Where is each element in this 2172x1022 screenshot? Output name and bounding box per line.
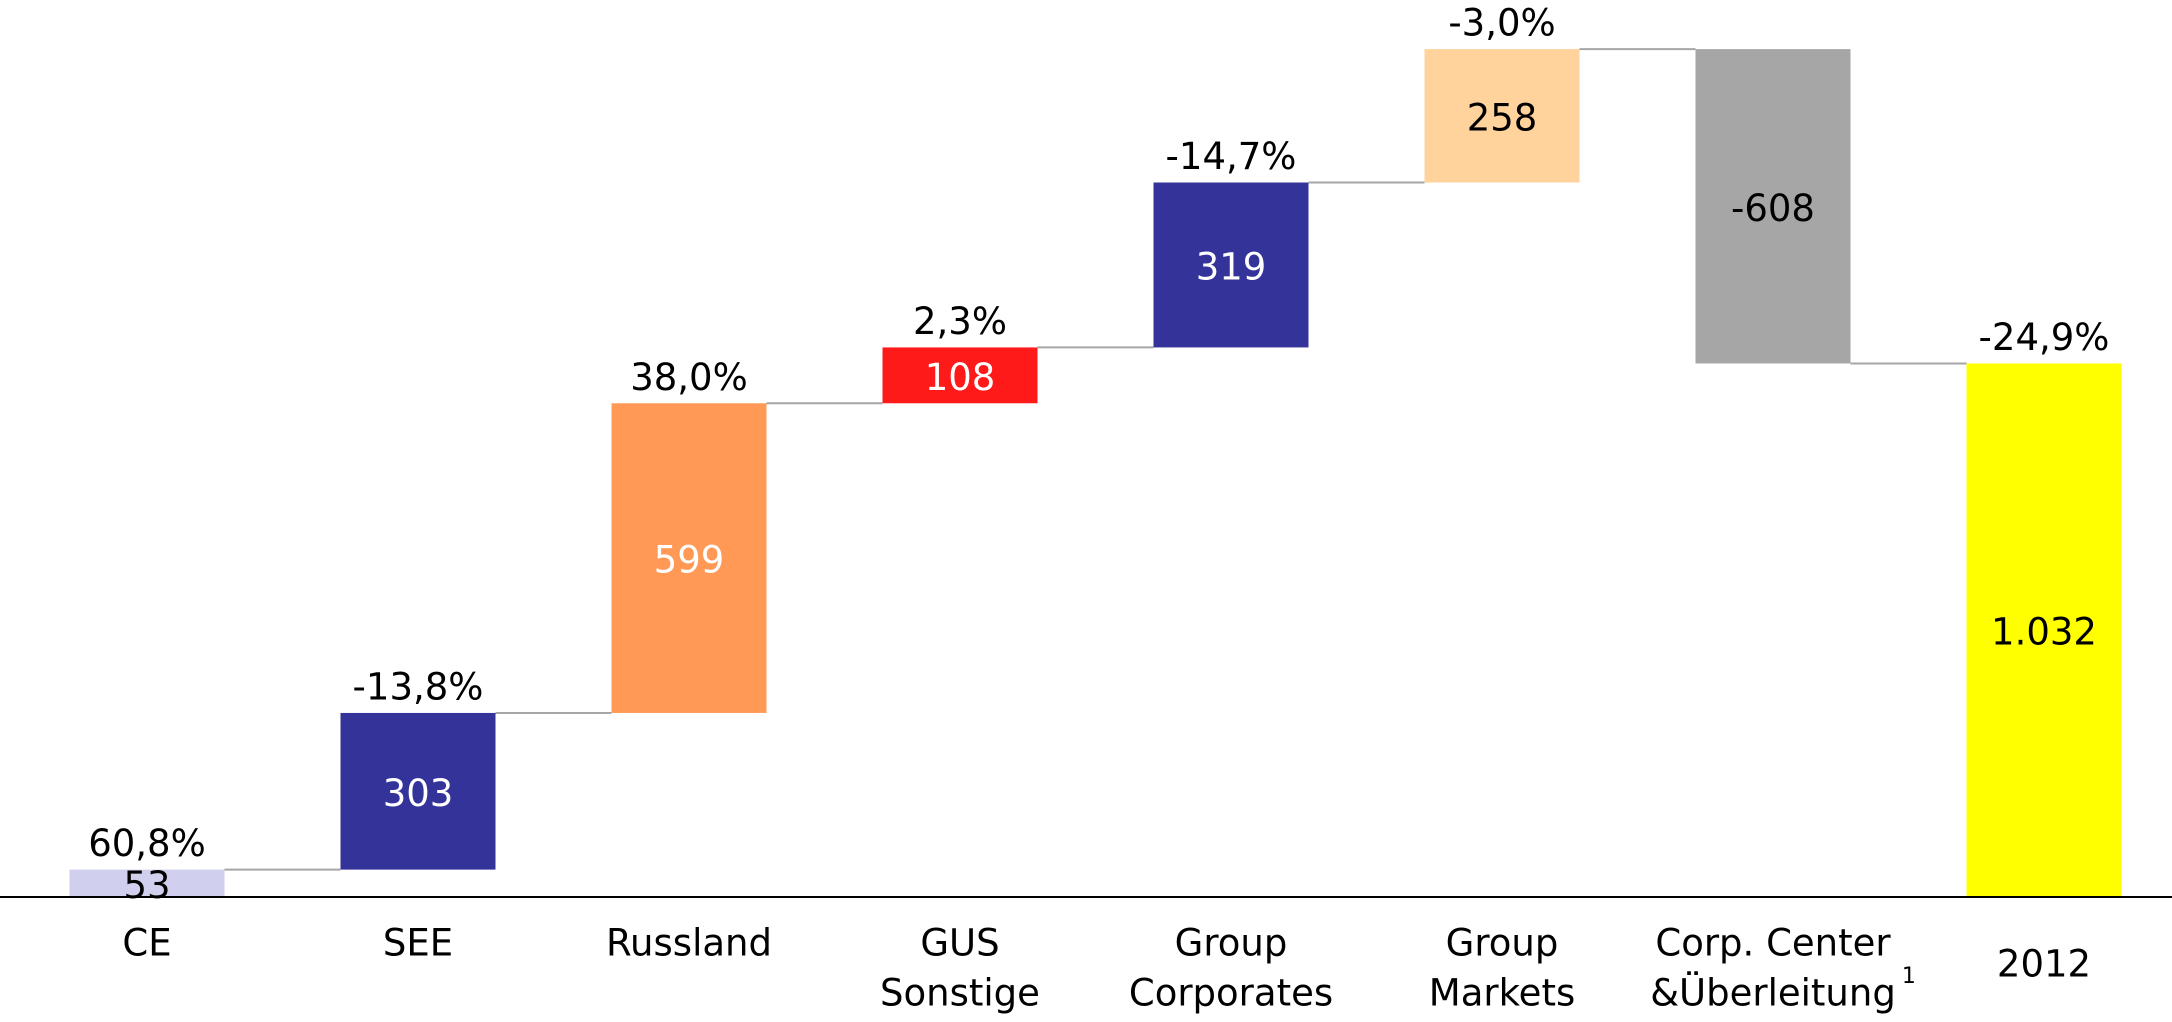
x-tick-label: &Überleitung: [1650, 972, 1896, 1015]
value-label: 53: [123, 864, 170, 907]
value-label: 1.032: [1991, 611, 2097, 654]
x-tick-label: Markets: [1429, 972, 1575, 1015]
bar: [1695, 49, 1851, 364]
value-label: 108: [925, 356, 996, 399]
bar: [1966, 363, 2122, 898]
x-tick-label: GUS: [920, 922, 999, 965]
x-tick-label: Russland: [606, 922, 772, 965]
value-label: -608: [1731, 187, 1815, 230]
x-tick-label: Corporates: [1129, 972, 1333, 1015]
bar: [1153, 182, 1309, 348]
value-label: 258: [1467, 96, 1538, 139]
percent-label: -13,8%: [353, 665, 484, 708]
value-label: 303: [383, 772, 454, 815]
value-label: 599: [654, 539, 725, 582]
value-label: 319: [1196, 245, 1267, 288]
bar: [611, 403, 767, 713]
bar: [69, 869, 225, 897]
percent-label: 38,0%: [630, 356, 748, 399]
bar: [1424, 49, 1580, 183]
x-tick-label: CE: [122, 922, 171, 965]
x-tick-label: Group: [1175, 922, 1288, 965]
percent-label: -24,9%: [1979, 316, 2110, 359]
bar: [882, 347, 1038, 404]
percent-label: -14,7%: [1166, 135, 1297, 178]
x-tick-label: Corp. Center: [1655, 922, 1891, 965]
percent-label: 2,3%: [913, 300, 1007, 343]
x-tick-label: SEE: [383, 922, 453, 965]
x-tick-label: 2012: [1997, 943, 2091, 986]
footnote-marker: 1: [1902, 964, 1916, 989]
bar: [340, 712, 496, 870]
percent-label: 60,8%: [88, 822, 206, 865]
percent-label: -3,0%: [1448, 2, 1555, 45]
x-tick-label: Sonstige: [880, 972, 1040, 1015]
x-tick-label: Group: [1446, 922, 1559, 965]
